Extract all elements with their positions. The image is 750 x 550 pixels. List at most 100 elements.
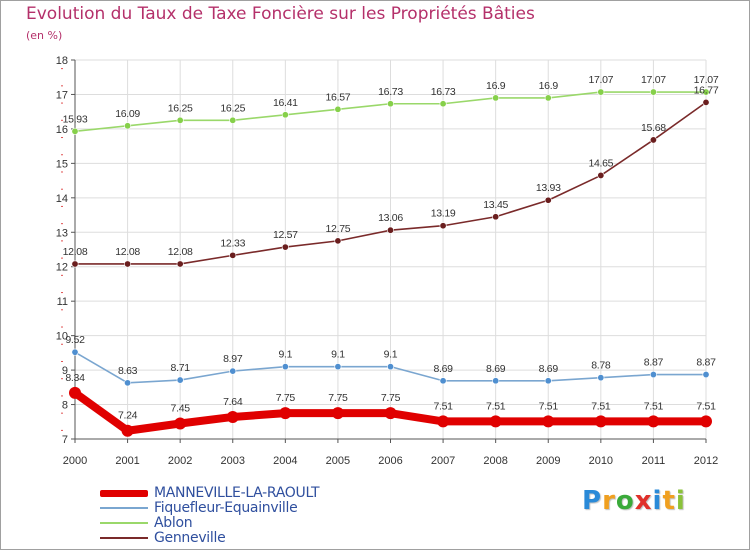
y-tick-label: 9	[62, 365, 68, 377]
x-tick-label: 2000	[63, 455, 87, 467]
x-tick-label: 2009	[536, 455, 560, 467]
legend-label-genneville: Genneville	[154, 530, 226, 546]
data-point-manneville	[331, 407, 344, 420]
data-point-ablon	[176, 116, 184, 124]
data-label-manneville: 7.51	[433, 400, 453, 412]
y-tick-label: 11	[57, 296, 68, 308]
data-label-manneville: 7.75	[381, 392, 401, 404]
logo-letter: i	[652, 486, 663, 516]
y-tick-label: 14	[56, 193, 68, 205]
data-point-manneville	[647, 415, 660, 428]
data-label-genneville: 13.45	[483, 199, 508, 211]
data-label-manneville: 7.51	[644, 400, 664, 412]
data-point-fiquefleur	[386, 363, 394, 371]
data-label-genneville: 12.57	[273, 229, 298, 241]
data-label-genneville: 12.75	[326, 223, 351, 235]
data-label-fiquefleur: 8.78	[591, 360, 611, 372]
data-point-ablon	[124, 122, 132, 130]
data-label-fiquefleur: 8.63	[118, 365, 138, 377]
data-point-genneville	[124, 260, 132, 268]
data-point-fiquefleur	[702, 371, 710, 379]
x-tick-label: 2003	[221, 455, 245, 467]
data-label-fiquefleur: 8.97	[223, 353, 243, 365]
data-label-manneville: 7.75	[328, 392, 348, 404]
data-label-genneville: 12.33	[220, 237, 245, 249]
data-point-manneville	[69, 386, 81, 399]
data-point-genneville	[71, 260, 79, 268]
data-label-manneville: 7.75	[276, 392, 296, 404]
data-label-manneville: 7.45	[171, 402, 191, 414]
data-label-fiquefleur: 8.69	[433, 363, 453, 375]
data-point-fiquefleur	[124, 379, 132, 387]
data-point-genneville	[597, 171, 605, 179]
data-label-genneville: 14.65	[588, 157, 613, 169]
data-point-genneville	[334, 237, 342, 245]
data-label-ablon: 16.9	[486, 80, 506, 92]
logo-letter: x	[634, 486, 653, 516]
data-label-manneville: 7.51	[539, 400, 559, 412]
y-tick-label: 10	[56, 331, 68, 343]
y-tick-label: 13	[56, 227, 68, 239]
data-point-genneville	[176, 260, 184, 268]
data-label-ablon: 16.73	[378, 86, 403, 98]
data-point-manneville	[226, 410, 239, 423]
data-label-fiquefleur: 8.87	[696, 357, 716, 369]
data-point-fiquefleur	[281, 363, 289, 371]
data-label-fiquefleur: 8.69	[486, 363, 506, 375]
data-label-ablon: 16.9	[539, 80, 559, 92]
y-tick-label: 18	[56, 55, 68, 67]
data-label-manneville: 7.51	[486, 400, 506, 412]
data-label-genneville: 16.77	[694, 84, 719, 96]
x-tick-label: 2006	[378, 455, 402, 467]
data-label-genneville: 13.93	[536, 182, 561, 194]
data-point-ablon	[597, 88, 605, 96]
data-label-ablon: 16.73	[431, 86, 456, 98]
x-tick-label: 2011	[642, 455, 666, 467]
data-point-manneville	[700, 415, 712, 428]
data-label-manneville: 8.34	[65, 372, 85, 384]
proxiti-logo: Proxiti	[582, 486, 686, 516]
data-point-genneville	[281, 243, 289, 251]
data-label-fiquefleur: 8.71	[171, 362, 191, 374]
data-point-ablon	[492, 94, 500, 102]
data-label-genneville: 13.19	[431, 208, 456, 220]
x-tick-label: 2010	[589, 455, 613, 467]
data-point-ablon	[649, 88, 657, 96]
data-label-fiquefleur: 8.69	[539, 363, 559, 375]
legend-label-fiquefleur: Fiquefleur-Equainville	[154, 500, 298, 516]
legend-swatch-ablon	[100, 522, 148, 524]
data-point-fiquefleur	[334, 363, 342, 371]
data-point-fiquefleur	[597, 374, 605, 382]
y-tick-label: 15	[56, 158, 68, 170]
data-label-ablon: 17.07	[588, 74, 613, 86]
data-label-fiquefleur: 9.1	[384, 349, 398, 361]
data-label-manneville: 7.24	[118, 410, 138, 422]
data-point-manneville	[542, 415, 555, 428]
data-label-ablon: 16.09	[115, 108, 140, 120]
data-point-manneville	[384, 407, 397, 420]
data-point-genneville	[544, 196, 552, 204]
data-label-fiquefleur: 8.87	[644, 357, 664, 369]
data-point-ablon	[229, 116, 237, 124]
logo-letter: i	[675, 486, 686, 516]
data-point-manneville	[489, 415, 502, 428]
data-point-genneville	[229, 251, 237, 259]
data-point-ablon	[544, 94, 552, 102]
data-point-manneville	[279, 407, 292, 420]
data-label-fiquefleur: 9.1	[278, 349, 292, 361]
data-label-genneville: 15.68	[641, 122, 666, 134]
data-label-ablon: 16.25	[220, 102, 245, 114]
data-point-manneville	[174, 417, 187, 430]
data-point-fiquefleur	[176, 376, 184, 384]
data-point-genneville	[649, 136, 657, 144]
legend-label-manneville: MANNEVILLE-LA-RAOULT	[154, 485, 320, 501]
y-tick-label: 12	[56, 262, 68, 274]
data-label-genneville: 13.06	[378, 212, 403, 224]
logo-letter: P	[582, 486, 603, 516]
data-point-ablon	[386, 100, 394, 108]
legend-swatch-manneville	[100, 490, 148, 497]
data-label-genneville: 12.08	[168, 246, 193, 258]
data-label-ablon: 17.07	[641, 74, 666, 86]
data-point-ablon	[702, 88, 710, 96]
